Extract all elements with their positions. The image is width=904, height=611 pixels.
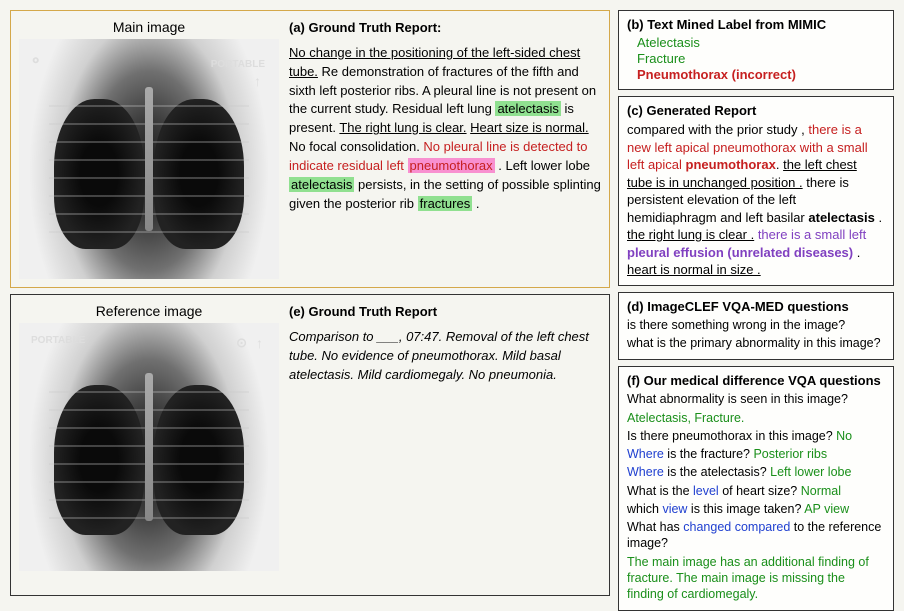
f-a1: Atelectasis, Fracture. [627, 410, 885, 426]
panel-a-body: No change in the positioning of the left… [289, 44, 601, 214]
f-q6: which view is this image taken? AP view [627, 501, 885, 517]
right-column: (b) Text Mined Label from MIMIC Atelecta… [618, 10, 894, 596]
vqa-q1: is there something wrong in the image? [627, 317, 885, 333]
arrow-icon: ↑ [250, 71, 265, 91]
panel-f: (f) Our medical difference VQA questions… [618, 366, 894, 611]
f-q4: Where is the atelectasis? Left lower lob… [627, 464, 885, 480]
figure-container: Main image PORTABLE ↑ ⚬ (a) Ground Truth… [10, 10, 894, 596]
vqa-q2: what is the primary abnormality in this … [627, 335, 885, 351]
left-column: Main image PORTABLE ↑ ⚬ (a) Ground Truth… [10, 10, 610, 596]
panel-c-body: compared with the prior study , there is… [627, 121, 885, 279]
panel-f-title: (f) Our medical difference VQA questions [627, 373, 885, 388]
panel-b-title: (b) Text Mined Label from MIMIC [627, 17, 885, 32]
f-q5: What is the level of heart size? Normal [627, 483, 885, 499]
panel-a-report: (a) Ground Truth Report: No change in th… [289, 19, 601, 279]
main-panel: Main image PORTABLE ↑ ⚬ (a) Ground Truth… [10, 10, 610, 288]
label-atelectasis: Atelectasis [627, 35, 885, 50]
panel-c-title: (c) Generated Report [627, 103, 885, 118]
panel-c: (c) Generated Report compared with the p… [618, 96, 894, 286]
panel-e-title: (e) Ground Truth Report [289, 303, 601, 322]
label-pneumothorax: Pneumothorax (incorrect) [627, 67, 885, 82]
marker-icon: ⚬ [25, 49, 46, 73]
portable-tag: PORTABLE [207, 57, 269, 72]
label-fracture: Fracture [627, 51, 885, 66]
panel-a-title: (a) Ground Truth Report: [289, 19, 601, 38]
main-xray-image: PORTABLE ↑ ⚬ [19, 39, 279, 279]
reference-panel: Reference image PORTABLE ⊙ ↑ (e) Ground … [10, 294, 610, 596]
panel-e-report: (e) Ground Truth Report Comparison to __… [289, 303, 601, 587]
f-q7: What has changed compared to the referen… [627, 519, 885, 552]
arrow-icon: ↑ [252, 333, 267, 353]
main-image-title: Main image [19, 19, 279, 35]
f-q2: Is there pneumothorax in this image? No [627, 428, 885, 444]
ref-xray-block: Reference image PORTABLE ⊙ ↑ [19, 303, 279, 587]
ref-image-title: Reference image [19, 303, 279, 319]
panel-d: (d) ImageCLEF VQA-MED questions is there… [618, 292, 894, 361]
f-a7: The main image has an additional finding… [627, 554, 885, 603]
portable-tag: PORTABLE [27, 333, 89, 348]
panel-d-title: (d) ImageCLEF VQA-MED questions [627, 299, 885, 314]
main-xray-block: Main image PORTABLE ↑ ⚬ [19, 19, 279, 279]
ref-xray-image: PORTABLE ⊙ ↑ [19, 323, 279, 571]
panel-b: (b) Text Mined Label from MIMIC Atelecta… [618, 10, 894, 90]
f-q3: Where is the fracture? Posterior ribs [627, 446, 885, 462]
circ-icon: ⊙ [232, 333, 251, 353]
f-q1: What abnormality is seen in this image? [627, 391, 885, 407]
panel-e-body: Comparison to ___, 07:47. Removal of the… [289, 328, 601, 385]
